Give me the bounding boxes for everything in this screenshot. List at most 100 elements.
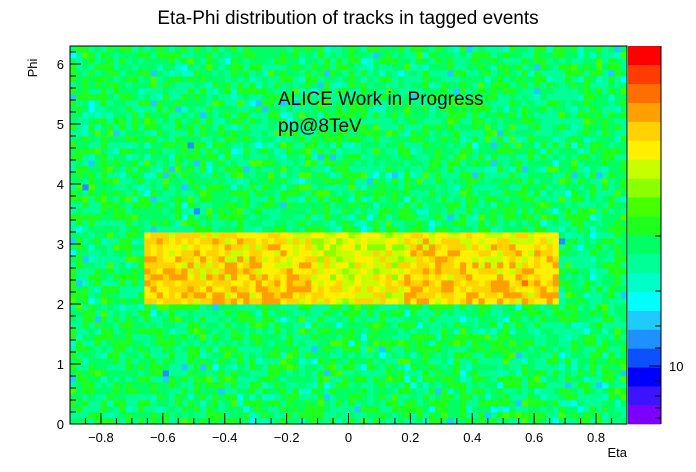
heatmap-cell: [614, 202, 622, 209]
heatmap-cell: [552, 130, 560, 137]
heatmap-cell: [459, 298, 467, 305]
heatmap-cell: [385, 376, 393, 383]
heatmap-cell: [602, 190, 609, 197]
heatmap-cell: [76, 148, 83, 155]
heatmap-cell: [286, 334, 294, 341]
heatmap-cell: [447, 130, 455, 137]
heatmap-cell: [348, 304, 356, 311]
heatmap-cell: [107, 184, 114, 191]
heatmap-cell: [280, 304, 288, 311]
heatmap-cell: [249, 370, 257, 377]
heatmap-cell: [596, 268, 603, 275]
heatmap-cell: [113, 226, 120, 233]
heatmap-cell: [509, 346, 516, 353]
heatmap-cell: [298, 310, 306, 317]
heatmap-cell: [169, 394, 176, 401]
heatmap-cell: [447, 262, 455, 269]
heatmap-cell: [410, 244, 417, 251]
heatmap-cell: [218, 334, 226, 341]
heatmap-cell: [150, 412, 158, 419]
heatmap-cell: [76, 244, 83, 251]
heatmap-cell: [187, 316, 195, 323]
heatmap-cell: [255, 358, 263, 365]
heatmap-cell: [391, 370, 399, 377]
heatmap-cell: [428, 142, 436, 149]
heatmap-cell: [329, 298, 337, 305]
heatmap-cell: [441, 358, 448, 365]
heatmap-cell: [175, 202, 182, 209]
heatmap-cell: [268, 232, 275, 239]
heatmap-cell: [175, 304, 182, 311]
heatmap-cell: [82, 388, 89, 395]
heatmap-cell: [323, 142, 331, 149]
heatmap-cell: [206, 124, 213, 131]
heatmap-cell: [459, 304, 467, 311]
heatmap-cell: [385, 226, 393, 233]
heatmap-cell: [113, 304, 120, 311]
heatmap-cell: [620, 154, 628, 161]
heatmap-cell: [391, 232, 399, 239]
heatmap-cell: [138, 184, 145, 191]
heatmap-cell: [509, 172, 516, 179]
heatmap-cell: [589, 214, 597, 221]
heatmap-cell: [292, 142, 300, 149]
heatmap-cell: [416, 166, 424, 173]
heatmap-cell: [534, 154, 541, 161]
heatmap-cell: [119, 220, 127, 227]
heatmap-cell: [540, 226, 547, 233]
heatmap-cell: [571, 334, 578, 341]
heatmap-cell: [100, 352, 108, 359]
heatmap-cell: [224, 310, 232, 317]
heatmap-cell: [404, 232, 411, 239]
heatmap-cell: [286, 340, 294, 347]
heatmap-cell: [571, 388, 578, 395]
heatmap-cell: [472, 262, 479, 269]
heatmap-cell: [181, 226, 188, 233]
heatmap-cell: [119, 418, 127, 425]
heatmap-cell: [162, 196, 170, 203]
heatmap-cell: [503, 268, 510, 275]
heatmap-cell: [472, 118, 479, 125]
heatmap-cell: [614, 340, 622, 347]
heatmap-cell: [521, 250, 529, 257]
heatmap-cell: [261, 256, 269, 263]
heatmap-cell: [175, 208, 182, 215]
heatmap-cell: [348, 232, 356, 239]
heatmap-cell: [614, 322, 622, 329]
heatmap-cell: [138, 370, 145, 377]
heatmap-cell: [193, 244, 201, 251]
heatmap-cell: [503, 124, 510, 131]
heatmap-cell: [298, 106, 306, 113]
heatmap-cell: [255, 220, 263, 227]
heatmap-cell: [558, 310, 566, 317]
heatmap-cell: [131, 262, 139, 269]
heatmap-cell: [298, 262, 306, 269]
heatmap-cell: [540, 280, 547, 287]
heatmap-cell: [336, 154, 343, 161]
heatmap-cell: [596, 316, 603, 323]
heatmap-cell: [614, 238, 622, 245]
heatmap-cell: [391, 322, 399, 329]
heatmap-cell: [82, 178, 89, 185]
heatmap-cell: [490, 316, 498, 323]
heatmap-cell: [237, 394, 244, 401]
heatmap-cell: [237, 352, 244, 359]
heatmap-cell: [453, 214, 461, 221]
heatmap-cell: [280, 190, 288, 197]
heatmap-cell: [199, 148, 207, 155]
heatmap-cell: [391, 310, 399, 317]
heatmap-cell: [243, 166, 250, 173]
heatmap-cell: [305, 376, 312, 383]
heatmap-cell: [329, 172, 337, 179]
heatmap-cell: [70, 130, 77, 137]
heatmap-cell: [391, 298, 399, 305]
heatmap-cell: [534, 382, 541, 389]
heatmap-cell: [249, 256, 257, 263]
heatmap-cell: [261, 220, 269, 227]
heatmap-cell: [478, 142, 486, 149]
heatmap-cell: [317, 208, 325, 215]
heatmap-cell: [391, 262, 399, 269]
heatmap-cell: [125, 250, 133, 257]
heatmap-cell: [249, 292, 257, 299]
